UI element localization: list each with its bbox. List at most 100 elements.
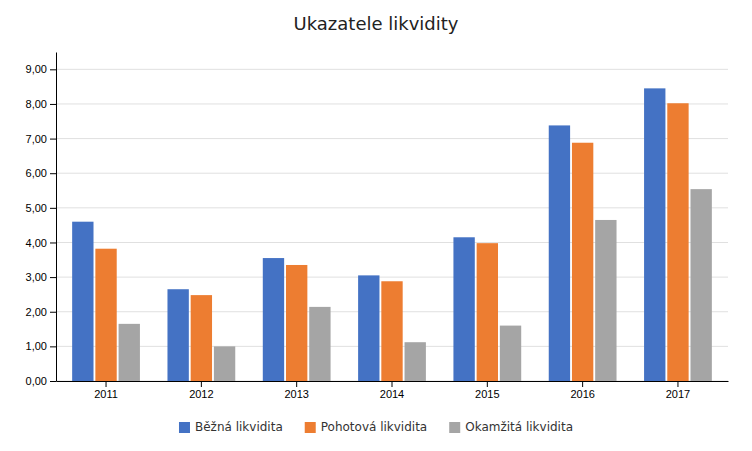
x-tick: 2011 bbox=[94, 381, 118, 400]
x-tick: 2015 bbox=[475, 381, 499, 400]
legend-item: Okamžitá likvidita bbox=[449, 420, 573, 434]
y-axis-line bbox=[56, 53, 57, 382]
chart: Ukazatele likvidity201120122013201420152… bbox=[0, 0, 752, 451]
bar bbox=[549, 125, 570, 381]
grid-line bbox=[56, 207, 728, 208]
legend-item: Běžná likvidita bbox=[179, 420, 283, 434]
y-tick-mark bbox=[50, 277, 56, 278]
y-tick-label: 4,00 bbox=[26, 236, 47, 248]
x-tick: 2014 bbox=[380, 381, 404, 400]
bar bbox=[595, 220, 616, 381]
y-tick-mark bbox=[50, 173, 56, 174]
x-tick-label: 2017 bbox=[666, 388, 690, 400]
legend: Běžná likvidita Pohotová likvidita Okamžit… bbox=[179, 420, 573, 434]
y-tick-label: 1,00 bbox=[26, 340, 47, 352]
bar bbox=[358, 275, 379, 381]
x-tick-mark bbox=[296, 381, 297, 387]
bar-series bbox=[119, 189, 712, 381]
y-tick-mark bbox=[50, 381, 56, 382]
x-axis: 2011 2012 2013 2014 2015 2016 2017 bbox=[57, 381, 729, 400]
y-tick-label: 2,00 bbox=[26, 306, 47, 318]
y-tick: 5,00 bbox=[26, 202, 56, 214]
x-tick-label: 2011 bbox=[94, 388, 118, 400]
y-tick-mark bbox=[50, 346, 56, 347]
legend-label: Pohotová likvidita bbox=[321, 420, 427, 434]
legend-label: Okamžitá likvidita bbox=[465, 420, 573, 434]
title: Ukazatele likvidity bbox=[294, 13, 459, 34]
x-tick-mark bbox=[392, 381, 393, 387]
bar bbox=[477, 243, 498, 381]
legend-swatch bbox=[305, 422, 316, 433]
bar bbox=[309, 307, 330, 381]
y-tick-label: 5,00 bbox=[26, 202, 47, 214]
x-tick-mark bbox=[106, 381, 107, 387]
grid-line bbox=[56, 277, 728, 278]
legend-label: Běžná likvidita bbox=[195, 420, 283, 434]
x-tick-label: 2016 bbox=[570, 388, 594, 400]
bar bbox=[95, 249, 116, 381]
grid bbox=[56, 69, 728, 381]
x-tick-label: 2014 bbox=[380, 388, 404, 400]
x-tick-label: 2013 bbox=[284, 388, 308, 400]
y-tick-mark bbox=[50, 208, 56, 209]
y-tick: 6,00 bbox=[26, 167, 56, 179]
bar bbox=[667, 103, 688, 381]
y-tick: 3,00 bbox=[26, 271, 56, 283]
bar bbox=[214, 346, 235, 381]
bar-series bbox=[95, 103, 688, 381]
bar bbox=[381, 281, 402, 381]
y-tick-mark bbox=[50, 104, 56, 105]
grid-line bbox=[56, 173, 728, 174]
y-tick-label: 0,00 bbox=[26, 375, 47, 387]
bar bbox=[286, 265, 307, 381]
bar bbox=[453, 237, 474, 381]
bar-series bbox=[72, 88, 665, 381]
y-tick-mark bbox=[50, 312, 56, 313]
y-tick: 8,00 bbox=[26, 98, 56, 110]
y-tick-label: 7,00 bbox=[26, 133, 47, 145]
y-tick: 2,00 bbox=[26, 306, 56, 318]
x-tick: 2012 bbox=[189, 381, 213, 400]
grid-line bbox=[56, 242, 728, 243]
bars bbox=[72, 88, 712, 381]
bar bbox=[167, 289, 188, 381]
y-axis: 0,00 1,00 2,00 3,00 4,00 5,00 6,00 7,00 8,00 9,00 bbox=[26, 53, 57, 388]
plot: 2011 2012 2013 2014 2015 2016 2017 0,00 1,00 2,00… bbox=[26, 53, 729, 400]
y-tick-label: 8,00 bbox=[26, 98, 47, 110]
bar bbox=[572, 143, 593, 381]
x-tick-mark bbox=[677, 381, 678, 387]
bar bbox=[500, 326, 521, 381]
x-tick-label: 2015 bbox=[475, 388, 499, 400]
legend-item: Pohotová likvidita bbox=[305, 420, 427, 434]
y-tick-label: 6,00 bbox=[26, 167, 47, 179]
bar bbox=[191, 295, 212, 381]
x-tick: 2017 bbox=[666, 381, 690, 400]
bar bbox=[119, 324, 140, 381]
bar bbox=[72, 222, 93, 381]
y-tick: 1,00 bbox=[26, 340, 56, 352]
y-tick-mark bbox=[50, 139, 56, 140]
bar bbox=[644, 88, 665, 381]
legend-swatch bbox=[179, 422, 190, 433]
y-tick: 0,00 bbox=[26, 375, 56, 387]
x-tick-mark bbox=[582, 381, 583, 387]
x-tick-mark bbox=[487, 381, 488, 387]
y-tick-mark bbox=[50, 69, 56, 70]
x-tick-label: 2012 bbox=[189, 388, 213, 400]
legend-swatch bbox=[449, 422, 460, 433]
x-tick-mark bbox=[201, 381, 202, 387]
grid-line bbox=[56, 69, 728, 70]
bar bbox=[690, 189, 711, 381]
y-tick-label: 9,00 bbox=[26, 63, 47, 75]
bar bbox=[263, 258, 284, 381]
x-tick: 2016 bbox=[570, 381, 594, 400]
grid-line bbox=[56, 103, 728, 104]
x-tick: 2013 bbox=[284, 381, 308, 400]
y-tick: 4,00 bbox=[26, 236, 56, 248]
y-tick-mark bbox=[50, 242, 56, 243]
y-tick: 9,00 bbox=[26, 63, 56, 75]
y-tick-label: 3,00 bbox=[26, 271, 47, 283]
grid-line bbox=[56, 138, 728, 139]
y-tick: 7,00 bbox=[26, 133, 56, 145]
bar bbox=[405, 342, 426, 381]
